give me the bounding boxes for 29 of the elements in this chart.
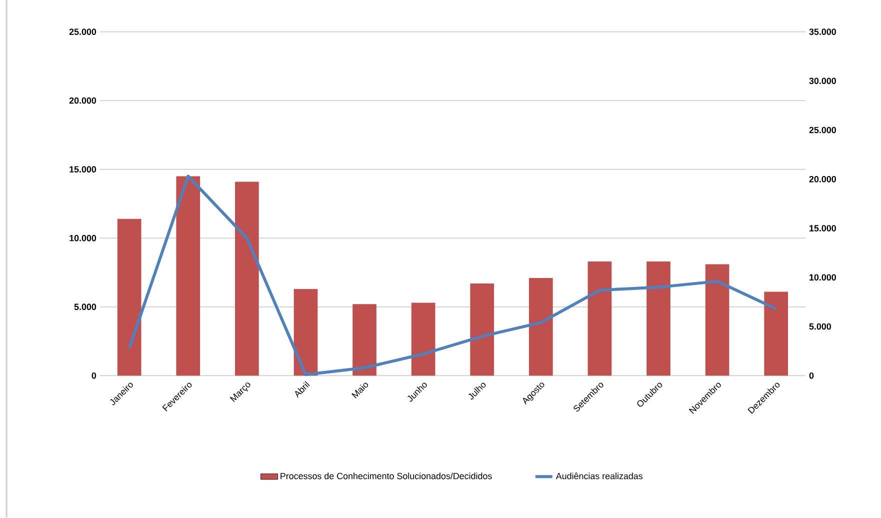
y-tick-label: 15.000: [70, 166, 96, 173]
bar: [352, 304, 376, 376]
y2-tick-label: 0: [809, 372, 814, 379]
y2-tick-label: 15.000: [810, 225, 836, 232]
y-tick-label: 0: [92, 372, 96, 379]
bar: [705, 264, 730, 376]
y2-tick-label: 35.000: [809, 28, 836, 36]
y-tick-label: 5.000: [74, 304, 96, 310]
bar: [411, 302, 436, 376]
bar: [235, 182, 259, 376]
bar: [470, 284, 494, 376]
y2-tick-label: 5.000: [809, 323, 832, 330]
bar: [294, 289, 318, 376]
y2-tick-label: 30.000: [809, 78, 836, 84]
bar: [528, 278, 553, 376]
bar: [646, 262, 670, 376]
y2-tick-label: 20.000: [809, 176, 836, 182]
bar: [117, 218, 142, 376]
y2-tick-label: 10.000: [810, 274, 836, 281]
y-tick-label: 25.000: [69, 28, 96, 36]
y2-tick-label: 25.000: [809, 126, 836, 134]
legend-label: Processos de Conhecimento Solucionados/Decididos: [280, 472, 492, 480]
bar: [176, 176, 200, 376]
bar: [588, 262, 612, 376]
line-series: [128, 174, 778, 376]
legend-label: Audiências realizadas: [556, 472, 643, 480]
y-tick-label: 20.000: [69, 98, 96, 104]
bar: [764, 292, 788, 376]
y-tick-label: 10.000: [70, 235, 96, 242]
